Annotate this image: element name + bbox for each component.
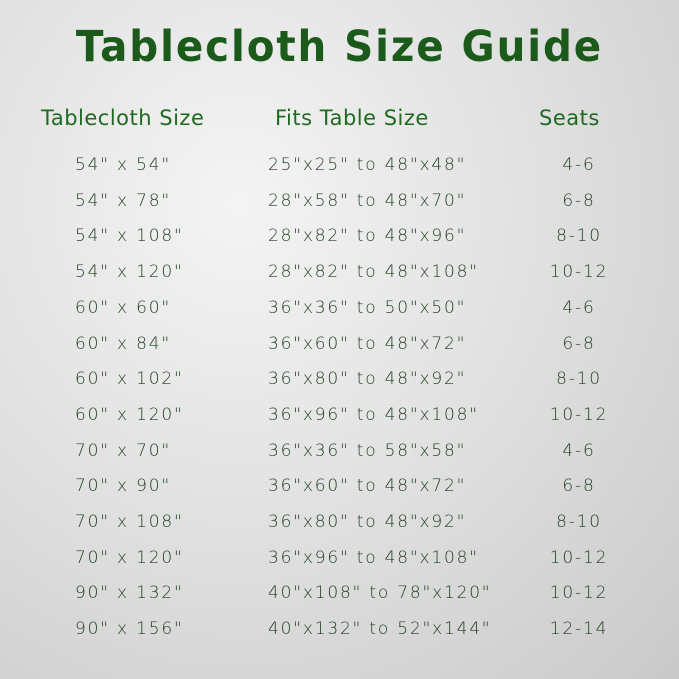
- fits-table-size-cell: 36"x60" to 48"x72": [268, 476, 467, 497]
- tablecloth-size-cell: 70" x 70": [75, 440, 171, 461]
- fits-table-size-cell: 28"x82" to 48"x108": [268, 262, 479, 283]
- tablecloth-size-cell: 54" x 108": [75, 226, 184, 247]
- tablecloth-size-cell: 54" x 120": [75, 262, 184, 283]
- seats-cell: 8-10: [556, 226, 602, 247]
- fits-table-size-cell: 40"x108" to 78"x120": [268, 583, 492, 604]
- seats-cell: 6-8: [562, 476, 596, 497]
- seats-cell: 4-6: [562, 297, 596, 318]
- seats-cell: 10-12: [549, 547, 609, 568]
- table-row: 70" x 108" 36"x80" to 48"x92" 8-10: [0, 512, 679, 542]
- tablecloth-size-cell: 54" x 78": [75, 190, 171, 211]
- seats-cell: 8-10: [556, 512, 602, 532]
- fits-table-size-cell: 36"x96" to 48"x108": [268, 404, 479, 425]
- table-row: 54" x 108" 28"x82" to 48"x96" 8-10: [0, 226, 679, 256]
- fits-table-size-cell: 36"x36" to 50"x50": [268, 297, 467, 318]
- tablecloth-size-cell: 60" x 102": [75, 369, 184, 390]
- table-row: 60" x 84" 36"x60" to 48"x72" 6-8: [0, 334, 679, 364]
- seats-cell: 6-8: [562, 190, 596, 211]
- tablecloth-size-cell: 60" x 60": [75, 297, 171, 318]
- seats-cell: 6-8: [562, 333, 596, 354]
- tablecloth-size-cell: 90" x 156": [75, 619, 184, 640]
- seats-cell: 10-12: [549, 583, 609, 604]
- seats-cell: 4-6: [562, 155, 596, 175]
- table-row: 54" x 78" 28"x58" to 48"x70" 6-8: [0, 191, 679, 221]
- fits-table-size-cell: 28"x82" to 48"x96": [268, 226, 467, 247]
- fits-table-size-cell: 36"x36" to 58"x58": [268, 440, 467, 461]
- seats-cell: 10-12: [549, 404, 609, 425]
- table-row: 90" x 132" 40"x108" to 78"x120" 10-12: [0, 583, 679, 613]
- seats-cell: 4-6: [562, 440, 596, 461]
- table-row: 60" x 102" 36"x80" to 48"x92" 8-10: [0, 369, 679, 399]
- fits-table-size-cell: 36"x60" to 48"x72": [268, 333, 467, 354]
- table-row: 54" x 54" 25"x25" to 48"x48" 4-6: [0, 155, 679, 185]
- tablecloth-size-cell: 70" x 120": [75, 547, 184, 568]
- fits-table-size-cell: 36"x96" to 48"x108": [268, 547, 479, 568]
- header-tablecloth-size: Tablecloth Size: [41, 106, 205, 130]
- table-row: 70" x 70" 36"x36" to 58"x58" 4-6: [0, 441, 679, 471]
- table-row: 70" x 120" 36"x96" to 48"x108" 10-12: [0, 548, 679, 578]
- tablecloth-size-cell: 60" x 84": [75, 333, 171, 354]
- tablecloth-size-cell: 54" x 54": [75, 155, 171, 175]
- seats-cell: 10-12: [549, 262, 609, 283]
- tablecloth-size-cell: 90" x 132": [75, 583, 184, 604]
- fits-table-size-cell: 36"x80" to 48"x92": [268, 369, 467, 390]
- tablecloth-size-cell: 70" x 90": [75, 476, 171, 497]
- seats-cell: 8-10: [556, 369, 602, 390]
- tablecloth-size-cell: 70" x 108": [75, 512, 184, 532]
- page-title: Tablecloth Size Guide: [75, 22, 604, 72]
- fits-table-size-cell: 40"x132" to 52"x144": [268, 619, 492, 640]
- table-row: 90" x 156" 40"x132" to 52"x144" 12-14: [0, 619, 679, 649]
- fits-table-size-cell: 28"x58" to 48"x70": [268, 190, 467, 211]
- table-row: 60" x 60" 36"x36" to 50"x50" 4-6: [0, 298, 679, 328]
- tablecloth-size-cell: 60" x 120": [75, 404, 184, 425]
- table-row: 70" x 90" 36"x60" to 48"x72" 6-8: [0, 476, 679, 506]
- fits-table-size-cell: 36"x80" to 48"x92": [268, 512, 467, 532]
- seats-cell: 12-14: [549, 619, 609, 640]
- fits-table-size-cell: 25"x25" to 48"x48": [268, 155, 467, 175]
- table-row: 60" x 120" 36"x96" to 48"x108" 10-12: [0, 405, 679, 435]
- header-seats: Seats: [539, 106, 600, 130]
- header-fits-table-size: Fits Table Size: [275, 106, 429, 130]
- table-row: 54" x 120" 28"x82" to 48"x108" 10-12: [0, 262, 679, 292]
